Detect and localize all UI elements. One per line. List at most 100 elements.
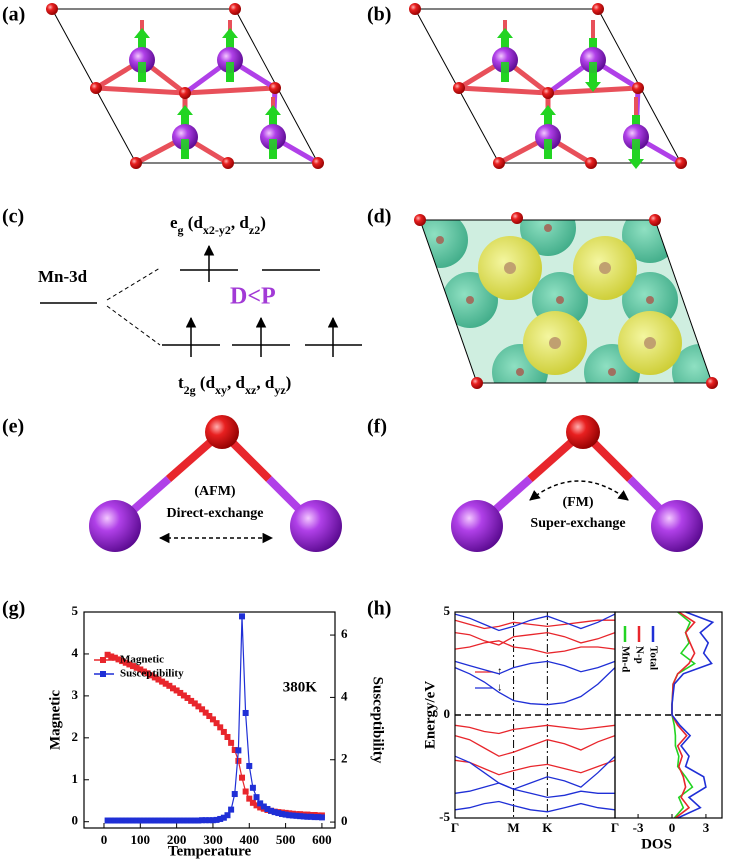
y-tick-label: 0	[444, 706, 451, 721]
band	[454, 613, 616, 632]
n-atom	[649, 214, 661, 226]
point	[209, 817, 216, 824]
point	[209, 716, 216, 723]
point	[224, 812, 231, 819]
panel-f: (FM) Super-exchange	[451, 415, 703, 552]
n-atom	[312, 157, 324, 169]
point	[257, 804, 264, 811]
band	[454, 640, 616, 654]
t2g-label: t2g (dxy, dxz, dyz)	[178, 373, 291, 397]
n-atom	[471, 377, 483, 389]
y2-tick-label: 2	[341, 751, 348, 766]
band	[454, 660, 616, 675]
band	[454, 800, 616, 813]
label-part: , d	[231, 213, 250, 232]
spin-arrow	[544, 139, 552, 157]
legend-label: Total	[647, 646, 659, 670]
n-atom	[592, 3, 604, 15]
mn-atom	[217, 47, 243, 73]
legend-label: ↑	[497, 666, 503, 678]
panel-label: (h)	[367, 598, 391, 620]
point	[239, 613, 246, 620]
point	[122, 817, 129, 824]
band	[454, 782, 615, 799]
point	[286, 812, 293, 819]
legend-marker	[100, 671, 106, 677]
point	[246, 795, 253, 802]
x-tick-label: Γ	[611, 820, 619, 835]
n-atom	[675, 157, 687, 169]
legend-label: ↓	[497, 682, 503, 694]
point	[184, 694, 191, 701]
spin-arrow	[501, 62, 509, 80]
point	[202, 817, 209, 824]
point	[257, 800, 264, 807]
y-tick-label: 5	[72, 603, 79, 618]
y-tick-label: 3	[72, 687, 79, 702]
point	[253, 794, 260, 801]
y-tick-label: 4	[72, 645, 79, 660]
n-atom	[706, 377, 718, 389]
point	[199, 706, 206, 713]
point	[275, 810, 282, 817]
label-part: x2-y2	[203, 223, 231, 237]
legend-label: Magnetic	[120, 654, 164, 666]
point	[195, 817, 202, 824]
point	[231, 746, 238, 753]
point	[246, 762, 253, 769]
point	[130, 817, 137, 824]
y-tick-label: 5	[444, 603, 451, 618]
point	[151, 817, 158, 824]
band	[454, 667, 616, 706]
label-part: (d	[196, 373, 216, 392]
point	[126, 817, 133, 824]
y2-tick-label: 6	[341, 626, 348, 641]
x-tick-label: 400	[240, 832, 260, 847]
point	[293, 812, 300, 819]
x-tick-label: 200	[167, 832, 187, 847]
point	[235, 747, 242, 754]
eg-label: eg (dx2-y2, dz2)	[170, 213, 266, 237]
label-part: yz	[274, 383, 286, 397]
point	[213, 816, 220, 823]
x-tick-label: 3	[703, 820, 710, 835]
mn-atom	[651, 500, 703, 552]
point	[278, 810, 285, 817]
point	[104, 817, 111, 824]
mn-atom	[89, 500, 141, 552]
n-atom	[608, 368, 616, 376]
band	[454, 619, 615, 630]
point	[300, 813, 307, 820]
point	[155, 676, 162, 683]
point	[242, 709, 249, 716]
plot-frame	[614, 611, 723, 819]
point	[126, 661, 133, 668]
x-tick-label: Γ	[451, 820, 459, 835]
panel-label: (d)	[367, 206, 391, 228]
spin-arrow	[269, 139, 277, 157]
point	[108, 653, 115, 660]
x-tick-label: 600	[312, 832, 332, 847]
label-part: xy	[215, 383, 227, 397]
x-tick-label: 100	[131, 832, 151, 847]
spin-arrow	[138, 62, 146, 80]
point	[311, 814, 318, 821]
point	[253, 802, 260, 809]
panel-d	[414, 212, 718, 389]
point	[315, 814, 322, 821]
point	[148, 817, 155, 824]
legend-label: Mn-d	[619, 646, 631, 672]
point	[148, 672, 155, 679]
label-part: )	[286, 373, 292, 392]
point	[268, 807, 275, 814]
mn-atom	[290, 500, 342, 552]
mn-atom	[504, 262, 516, 274]
mn-atom	[549, 337, 561, 349]
x-tick-label: M	[507, 820, 519, 835]
point	[177, 817, 184, 824]
point	[188, 697, 195, 704]
n-atom	[542, 87, 554, 99]
point	[137, 666, 144, 673]
n-atom	[493, 157, 505, 169]
